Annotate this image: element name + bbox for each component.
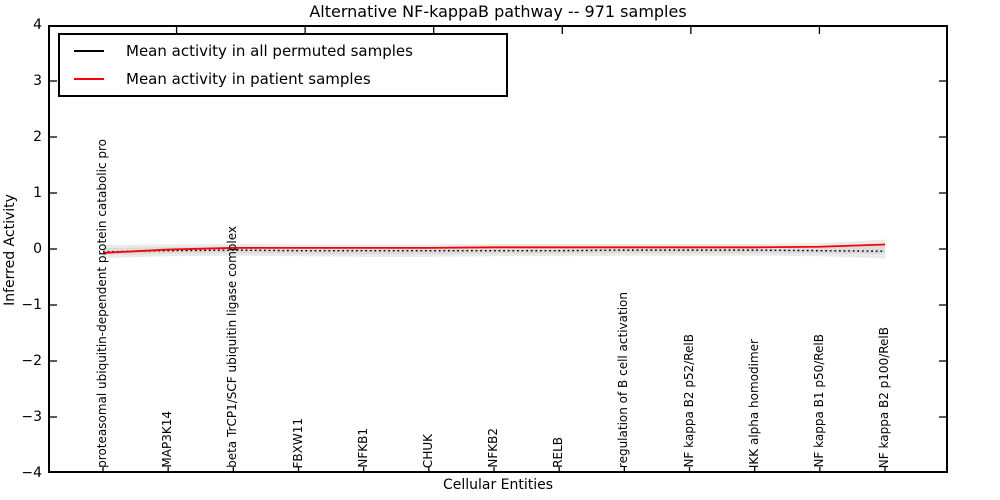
x-tick-label: MAP3K14: [160, 411, 175, 468]
x-tick-label: regulation of B cell activation: [616, 291, 631, 468]
y-tick-label: 0: [33, 241, 42, 257]
legend-label-patient: Mean activity in patient samples: [126, 70, 371, 88]
x-tick-label: NF kappa B2 p52/RelB: [681, 334, 696, 468]
y-tick-label: −3: [21, 409, 42, 425]
legend-item-permuted: Mean activity in all permuted samples: [60, 37, 506, 65]
legend-line-permuted: [74, 50, 104, 52]
band-inner: [103, 243, 885, 256]
plot-area: [48, 25, 948, 473]
x-tick-label: NF kappa B1 p50/RelB: [811, 334, 826, 468]
x-tick-label: CHUK: [420, 433, 435, 468]
x-axis-label: Cellular Entities: [442, 477, 554, 493]
x-tick-label: proteasomal ubiquitin-dependent protein …: [95, 139, 109, 468]
x-tick-label: NFKB2: [486, 428, 500, 468]
y-tick-label: 3: [33, 73, 42, 89]
y-tick-label: 2: [33, 129, 42, 145]
x-tick-label: IKK alpha homodimer: [746, 338, 761, 468]
x-tick-label: NFKB1: [355, 428, 370, 468]
axes-frame: [48, 25, 948, 473]
series-line-0: [102, 249, 886, 253]
chart-svg: [48, 25, 948, 473]
x-tick-label: FBXW11: [290, 417, 305, 469]
y-tick-label: −4: [21, 465, 42, 481]
x-tick-label: RELB: [551, 437, 566, 468]
y-tick-label: −2: [21, 353, 42, 369]
x-tick-label: NF kappa B2 p100/RelB: [877, 326, 891, 468]
y-tick-label: 1: [33, 185, 42, 201]
series-line-1: [102, 243, 886, 254]
y-tick-label: −1: [21, 297, 42, 313]
legend-item-patient: Mean activity in patient samples: [60, 65, 506, 93]
legend: Mean activity in all permuted samples Me…: [58, 33, 508, 97]
chart-title: Alternative NF-kappaB pathway -- 971 sam…: [309, 2, 687, 21]
legend-line-patient: [74, 78, 104, 80]
y-tick-label: 4: [33, 17, 42, 33]
legend-label-permuted: Mean activity in all permuted samples: [126, 42, 413, 60]
x-tick-label: beta TrCP1/SCF ubiquitin ligase complex: [225, 226, 240, 468]
